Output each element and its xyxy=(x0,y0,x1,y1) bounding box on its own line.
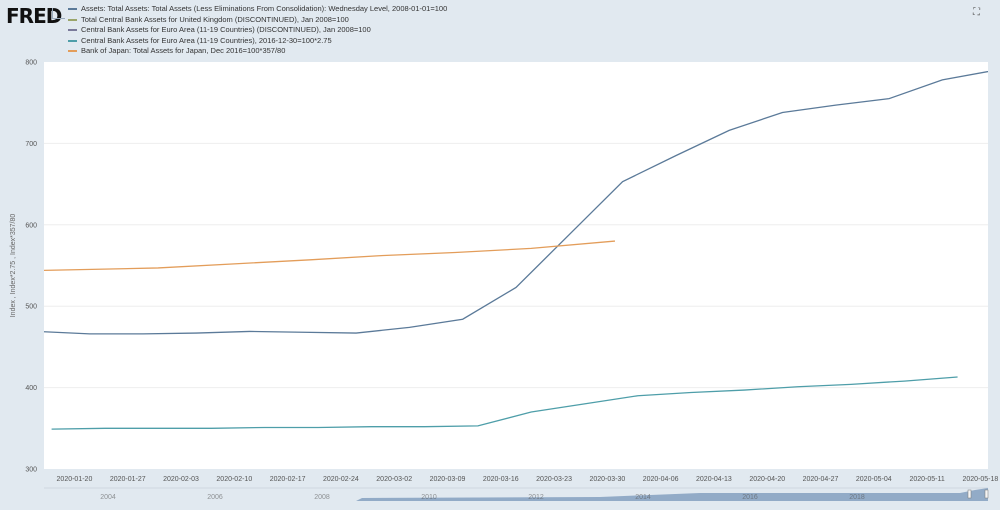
y-tick-label: 600 xyxy=(25,222,37,229)
legend-swatch xyxy=(68,39,77,42)
plot-area xyxy=(44,62,988,469)
navigator-label: 2010 xyxy=(421,494,437,501)
navigator-label: 2016 xyxy=(742,494,758,501)
x-tick-label: 2020-03-02 xyxy=(376,476,412,483)
legend-label: Central Bank Assets for Euro Area (11-19… xyxy=(81,35,332,45)
x-tick-label: 2020-04-13 xyxy=(696,476,732,483)
legend-label: Central Bank Assets for Euro Area (11-19… xyxy=(81,25,371,34)
x-tick-label: 2020-01-20 xyxy=(57,476,93,483)
x-tick-label: 2020-02-10 xyxy=(216,476,252,483)
legend-swatch xyxy=(68,29,77,32)
legend-item[interactable]: Assets: Total Assets: Total Assets (Less… xyxy=(68,4,447,15)
legend-item[interactable]: Bank of Japan: Total Assets for Japan, D… xyxy=(68,46,447,57)
legend: Assets: Total Assets: Total Assets (Less… xyxy=(68,4,447,57)
x-tick-label: 2020-04-20 xyxy=(749,476,785,483)
x-tick-label: 2020-03-23 xyxy=(536,476,572,483)
navigator-series xyxy=(44,488,988,501)
navigator-label: 2014 xyxy=(635,494,651,501)
y-axis-label: Index , Index*2.75 , Index*357/80 xyxy=(10,214,17,318)
series-line xyxy=(51,376,958,430)
x-tick-label: 2020-04-27 xyxy=(803,476,839,483)
y-tick-label: 500 xyxy=(25,304,37,311)
legend-swatch xyxy=(68,18,77,21)
navigator-label: 2006 xyxy=(207,494,223,501)
x-tick-label: 2020-02-03 xyxy=(163,476,199,483)
y-tick-label: 700 xyxy=(25,141,37,148)
legend-swatch xyxy=(68,8,77,11)
x-tick-label: 2020-03-30 xyxy=(589,476,625,483)
navigator-label: 2008 xyxy=(314,494,330,501)
x-tick-label: 2020-03-16 xyxy=(483,476,519,483)
legend-label: Assets: Total Assets: Total Assets (Less… xyxy=(81,4,448,13)
x-tick-label: 2020-05-04 xyxy=(856,476,892,483)
navigator-label: 2004 xyxy=(100,494,116,501)
series-line xyxy=(44,240,616,272)
x-tick-label: 2020-02-17 xyxy=(270,476,306,483)
x-tick-label: 2020-05-11 xyxy=(909,476,944,483)
y-tick-label: 300 xyxy=(25,467,37,474)
x-tick-label: 2020-02-24 xyxy=(323,476,359,483)
legend-item[interactable]: Central Bank Assets for Euro Area (11-19… xyxy=(68,36,447,47)
navigator-handle-left[interactable] xyxy=(967,489,972,499)
legend-item[interactable]: Central Bank Assets for Euro Area (11-19… xyxy=(68,25,447,36)
legend-item[interactable]: Total Central Bank Assets for United Kin… xyxy=(68,15,447,26)
x-tick-label: 2020-05-18 xyxy=(962,476,998,483)
legend-label: Total Central Bank Assets for United Kin… xyxy=(81,14,349,24)
navigator-label: 2018 xyxy=(849,494,865,501)
legend-label: Bank of Japan: Total Assets for Japan, D… xyxy=(81,46,286,55)
x-tick-label: 2020-04-06 xyxy=(643,476,679,483)
x-tick-label: 2020-03-09 xyxy=(430,476,466,483)
x-tick-label: 2020-01-27 xyxy=(110,476,146,483)
y-tick-label: 800 xyxy=(25,60,37,67)
navigator-label: 2012 xyxy=(528,494,544,501)
fullscreen-icon[interactable]: ⛶ xyxy=(973,7,980,18)
y-tick-label: 400 xyxy=(25,385,37,392)
navigator-handle-right[interactable] xyxy=(984,489,989,499)
chart-logo-icon xyxy=(52,8,65,19)
legend-swatch xyxy=(68,50,77,53)
